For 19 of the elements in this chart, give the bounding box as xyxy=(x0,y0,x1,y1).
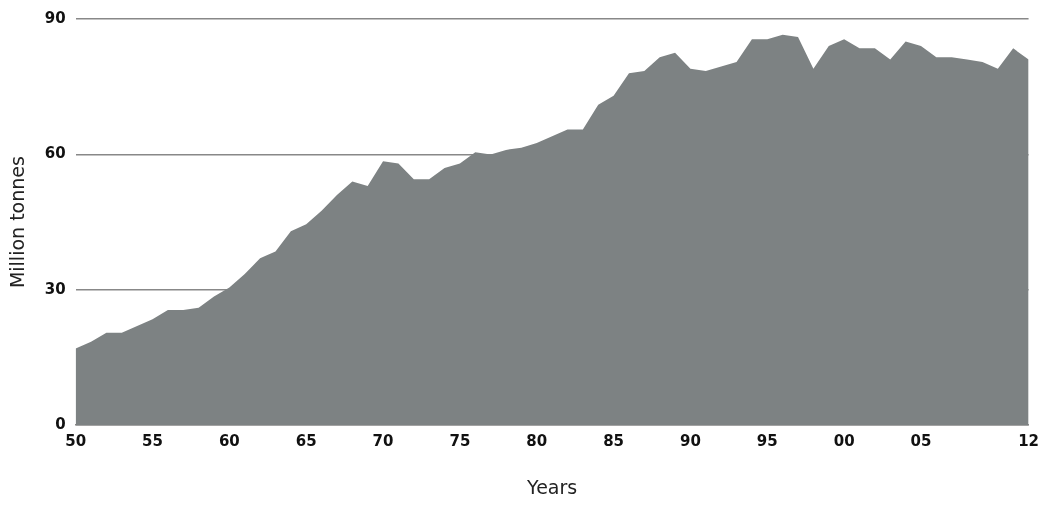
x-tick-label: 90 xyxy=(680,432,701,451)
y-tick-label: 90 xyxy=(44,8,66,27)
x-tick-label: 60 xyxy=(218,432,240,451)
x-tick-label: 65 xyxy=(295,432,317,451)
x-tick-label: 70 xyxy=(372,432,394,451)
y-tick-label: 30 xyxy=(44,279,66,298)
x-tick-label: 05 xyxy=(910,432,932,451)
x-tick-label: 80 xyxy=(526,432,548,451)
x-tick-label: 00 xyxy=(833,432,855,451)
x-tick-label: 50 xyxy=(65,432,87,451)
y-axis-title: Million tonnes xyxy=(6,156,29,289)
x-tick-label: 95 xyxy=(756,432,778,451)
x-tick-label: 55 xyxy=(142,432,163,451)
x-tick-label: 85 xyxy=(603,432,625,451)
y-tick-label: 0 xyxy=(55,415,66,434)
x-tick-label: 12 xyxy=(1018,432,1039,451)
x-axis-title: Years xyxy=(526,475,578,498)
x-tick-label: 75 xyxy=(449,432,471,451)
y-tick-label: 60 xyxy=(44,144,66,163)
